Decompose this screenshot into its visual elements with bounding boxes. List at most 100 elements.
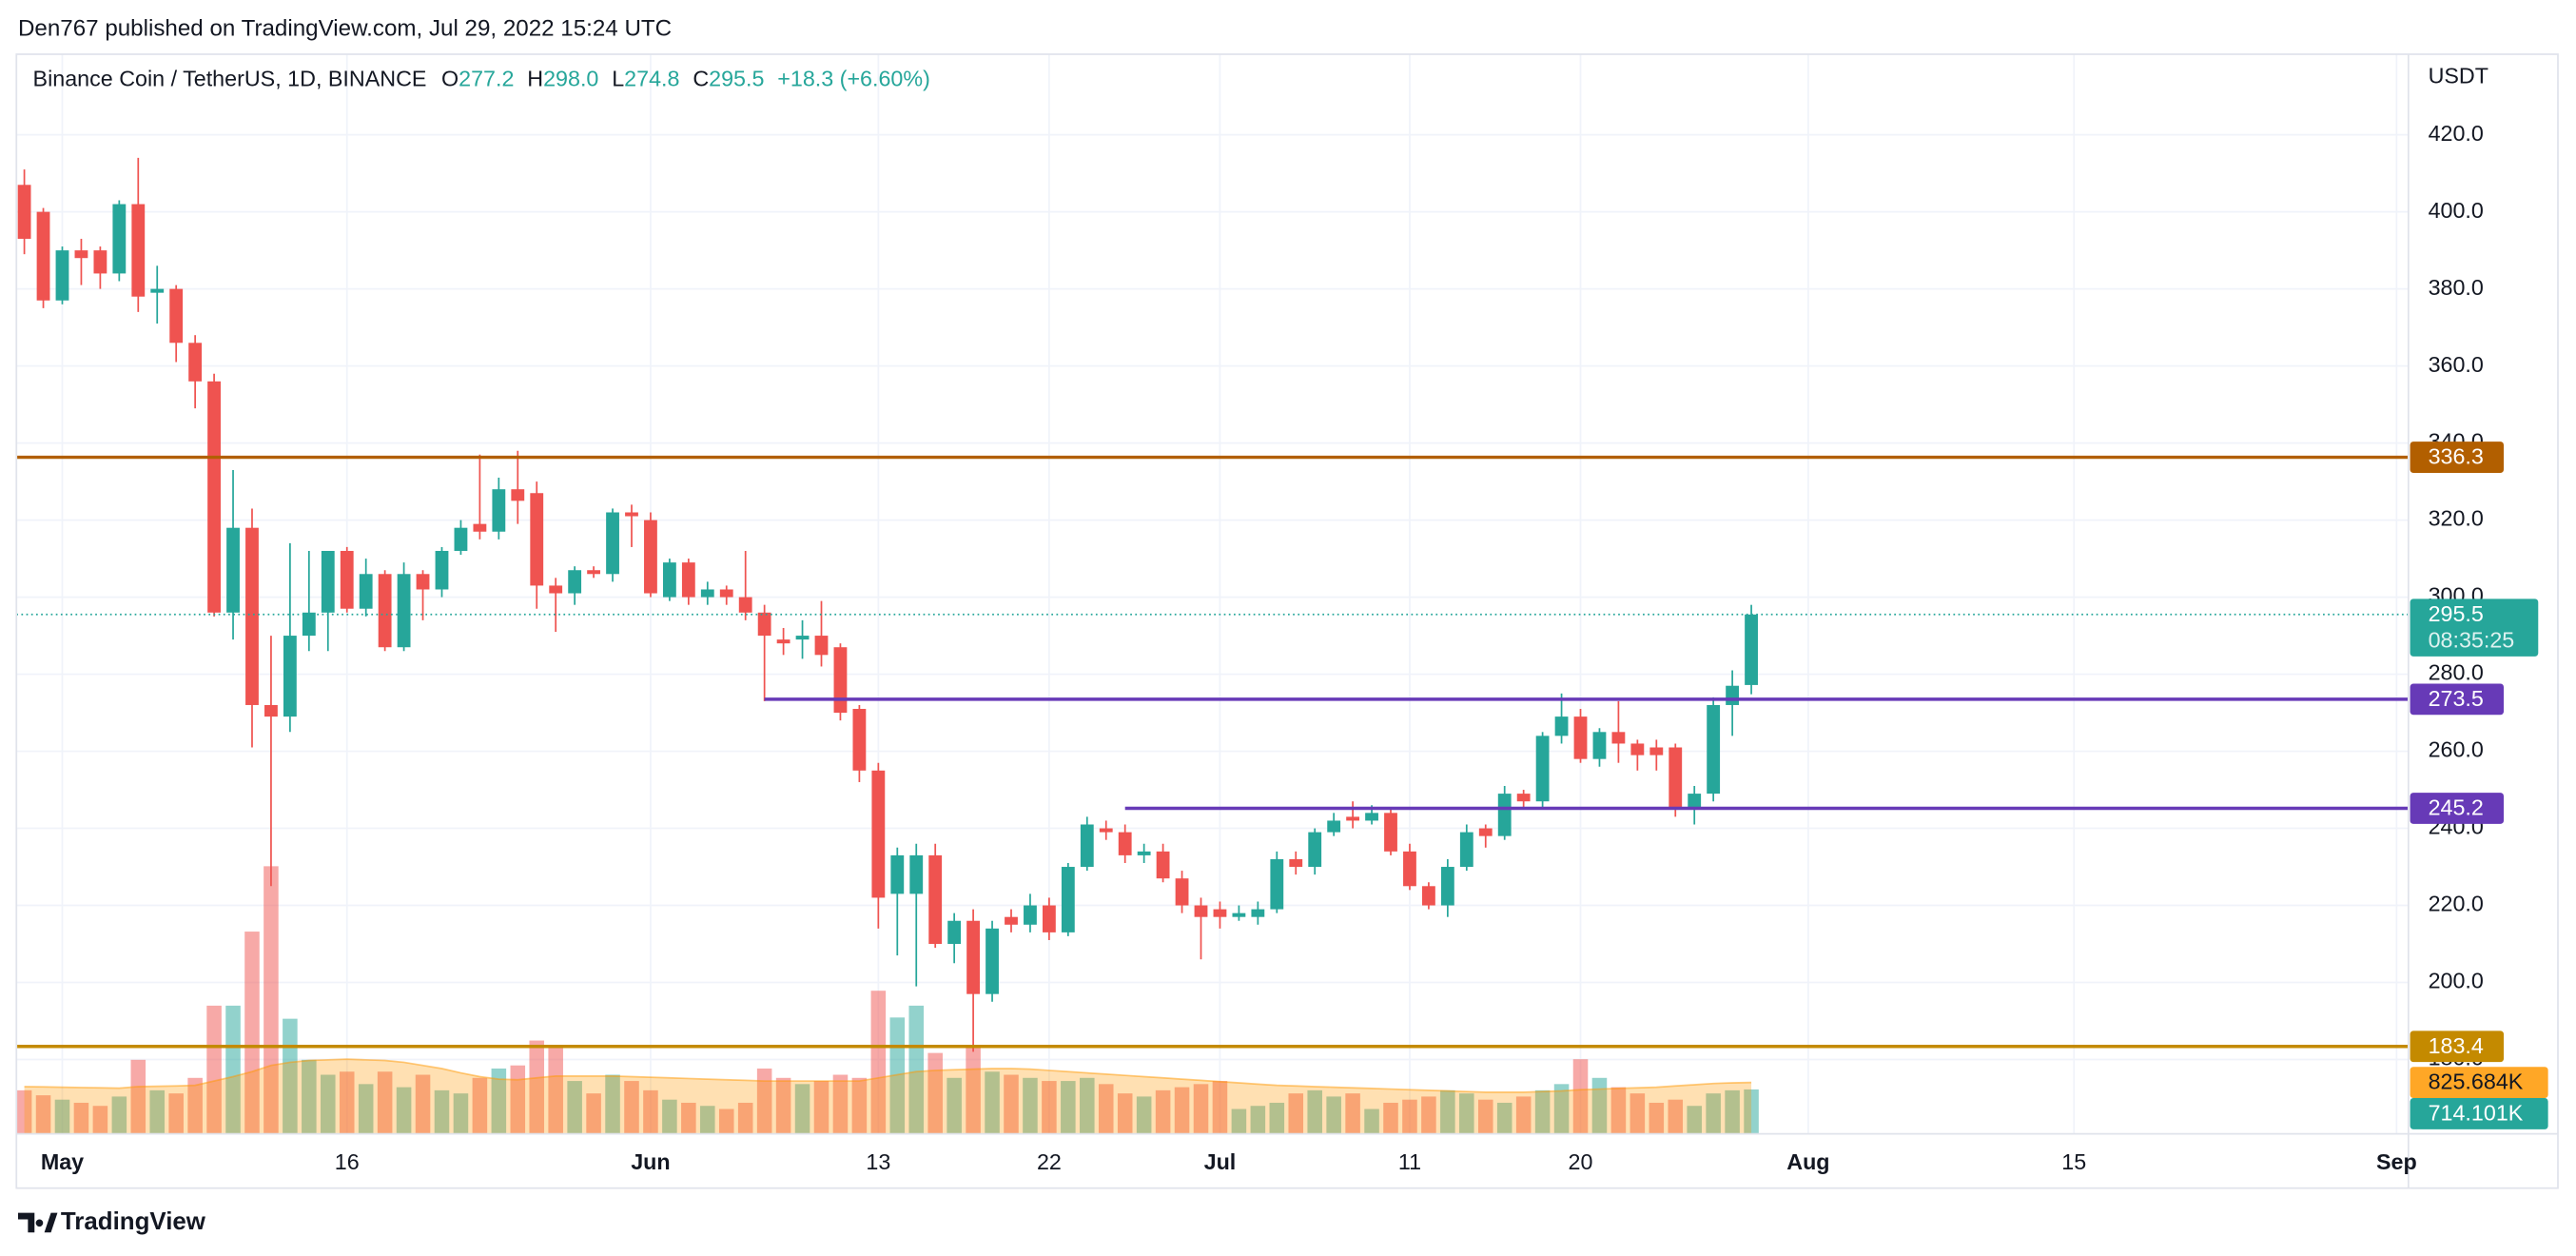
- level-badge: [2410, 1030, 2505, 1063]
- volume-bar: [700, 1106, 715, 1134]
- volume-bar: [1212, 1081, 1228, 1134]
- volume-bar: [1534, 1089, 1551, 1134]
- volume-bar: [1288, 1093, 1304, 1134]
- last-price-label: 295.5: [2429, 601, 2484, 626]
- volume-bar: [775, 1077, 791, 1134]
- y-tick-label: 260.0: [2429, 737, 2484, 762]
- volume-bar: [168, 1093, 184, 1134]
- volume-bar: [111, 1096, 127, 1134]
- candle-body: [492, 489, 506, 532]
- volume-bar: [605, 1074, 620, 1134]
- x-tick-label: 16: [335, 1149, 360, 1174]
- legend-l: L: [612, 67, 624, 91]
- level-label: 336.3: [2429, 444, 2484, 469]
- volume-bar: [1440, 1089, 1455, 1134]
- volume-bar: [472, 1077, 488, 1134]
- candle-body: [909, 854, 924, 894]
- logo-icon: [17, 1212, 58, 1233]
- volume-bar: [149, 1089, 166, 1134]
- volume-bar: [1098, 1084, 1114, 1134]
- volume-bar: [339, 1071, 355, 1134]
- volume-bar: [1136, 1096, 1152, 1134]
- volume-bar: [510, 1065, 526, 1134]
- volume-bar: [453, 1093, 469, 1134]
- candle-body: [1270, 858, 1284, 910]
- volume-ma-badge: [2410, 1067, 2548, 1099]
- volume-bar: [54, 1099, 70, 1134]
- candle-body: [1516, 794, 1531, 802]
- volume-bar: [1155, 1089, 1171, 1134]
- legend-o-value: 277.2: [459, 67, 514, 91]
- volume-bar: [396, 1087, 412, 1134]
- candle-body: [606, 512, 619, 575]
- volume-bar: [1061, 1081, 1076, 1134]
- candle-body: [1669, 747, 1683, 810]
- candle-body: [188, 343, 203, 382]
- volume-bar: [1004, 1074, 1019, 1134]
- candle-body: [378, 574, 392, 648]
- volume-bar: [1706, 1093, 1721, 1134]
- legend-o: O: [441, 67, 459, 91]
- candle-body: [1611, 732, 1626, 744]
- candle-body: [93, 250, 107, 274]
- candle-body: [454, 527, 468, 551]
- x-tick-label: 22: [1037, 1149, 1062, 1174]
- candle-body: [1099, 828, 1113, 833]
- candle-body: [435, 550, 449, 590]
- footer-brand: TradingView: [61, 1208, 206, 1235]
- volume-bar: [624, 1081, 639, 1134]
- legend-c: C: [693, 67, 709, 91]
- y-tick-label: 220.0: [2429, 892, 2484, 916]
- candle-body: [871, 770, 886, 898]
- candle-body: [1024, 905, 1037, 925]
- last-price-badge: [2410, 599, 2539, 657]
- volume-bar: [1174, 1087, 1190, 1134]
- candle-body: [587, 570, 601, 575]
- legend: Binance Coin / TetherUS, 1D, BINANCE O277…: [33, 67, 930, 91]
- candle-body: [549, 585, 563, 594]
- candle-body: [986, 928, 999, 994]
- candle-body: [131, 204, 146, 297]
- candles: [17, 157, 1758, 1052]
- candle-body: [340, 550, 354, 609]
- axis-unit: USDT: [2429, 63, 2488, 88]
- volume-bar: [1477, 1099, 1493, 1134]
- candle-body: [852, 709, 867, 771]
- volume-bar: [206, 1005, 222, 1134]
- volume-bar: [302, 1059, 317, 1134]
- candle-body: [814, 636, 829, 656]
- x-tick-label: Jun: [631, 1149, 670, 1174]
- volume-label: 714.101K: [2429, 1100, 2524, 1125]
- candle-body: [150, 288, 165, 293]
- candle-body: [264, 704, 278, 717]
- countdown-label: 08:35:25: [2429, 627, 2515, 652]
- volume-bar: [681, 1102, 696, 1134]
- volume-bar: [718, 1109, 734, 1134]
- overlays: [16, 455, 2409, 1049]
- candle-body: [511, 489, 525, 501]
- volume-bar: [434, 1089, 450, 1134]
- volume-bar: [1630, 1093, 1646, 1134]
- candle-body: [1421, 886, 1435, 906]
- candle-body: [966, 920, 981, 994]
- volume-ma-line: [24, 1058, 1752, 1093]
- volume-bar: [1080, 1077, 1095, 1134]
- candle-body: [530, 493, 544, 586]
- y-tick-label: 280.0: [2429, 660, 2484, 685]
- volume-bar: [491, 1068, 507, 1134]
- candle-body: [1384, 813, 1397, 852]
- candle-body: [662, 562, 676, 598]
- volume-bar: [1117, 1093, 1133, 1134]
- volume-bar: [1042, 1081, 1057, 1134]
- tradingview-logo: TradingView: [17, 1208, 206, 1235]
- volume-bar: [92, 1106, 108, 1134]
- candle-body: [55, 250, 69, 301]
- volume-bar: [130, 1059, 146, 1134]
- candle-body: [321, 550, 335, 613]
- volume-bar: [813, 1081, 829, 1134]
- volume-bar: [567, 1081, 582, 1134]
- volume-bar: [985, 1071, 1000, 1134]
- volume-bar: [321, 1074, 336, 1134]
- candle-body: [1061, 867, 1075, 932]
